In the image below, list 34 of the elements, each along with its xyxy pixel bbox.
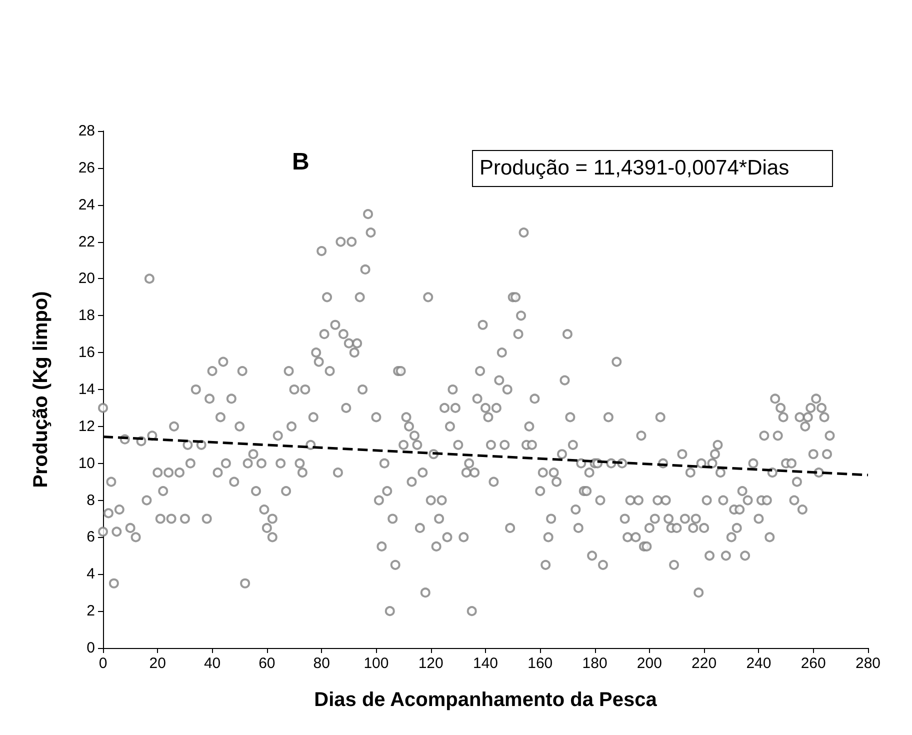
x-tick-label: 120 [418,655,444,672]
y-tick-label: 12 [78,418,95,435]
annotation: B [292,148,310,176]
y-tick-label: 26 [78,159,95,176]
y-axis-title: Produção (Kg limpo) [30,291,52,488]
x-tick-label: 160 [528,655,553,672]
x-tick-label: 180 [582,655,608,672]
x-tick-label: 260 [800,655,826,672]
x-tick-label: 80 [313,655,330,672]
y-tick-label: 14 [78,381,95,398]
y-tick-label: 8 [86,492,95,509]
y-tick-label: 24 [78,196,95,214]
x-tick-label: 100 [364,655,389,672]
x-tick-label: 200 [636,655,662,672]
x-tick-label: 0 [98,655,108,672]
y-tick-label: 4 [86,566,95,583]
x-axis-title: Dias de Acompanhamento da Pesca [314,689,658,711]
y-tick-label: 2 [86,602,95,620]
y-tick-label: 28 [78,122,95,140]
y-tick-label: 10 [78,454,95,472]
x-tick-label: 280 [855,655,881,672]
x-tick-label: 220 [692,655,717,672]
y-tick-label: 22 [78,233,95,250]
y-tick-label: 6 [86,528,95,546]
x-tick-label: 60 [258,655,276,672]
y-tick-label: 20 [78,270,95,288]
x-tick-label: 20 [149,655,166,672]
y-tick-label: 18 [78,307,95,324]
x-tick-label: 40 [204,655,221,672]
y-tick-label: 16 [78,344,95,362]
annotation: Produção = 11,4391-0,0074*Dias [480,156,790,180]
x-tick-label: 140 [472,655,498,672]
y-tick-label: 0 [86,640,95,656]
x-tick-label: 240 [746,655,772,672]
